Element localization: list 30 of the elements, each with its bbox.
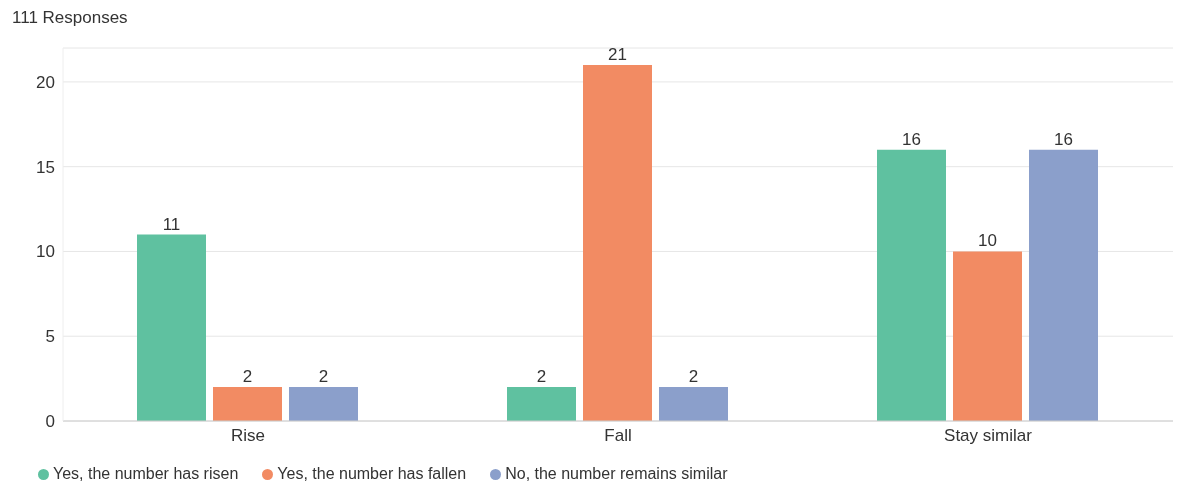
y-tick-label: 0 bbox=[45, 412, 55, 432]
chart-title: 111 Responses bbox=[12, 8, 129, 28]
bar bbox=[877, 149, 946, 421]
data-label: 2 bbox=[536, 367, 547, 387]
bar bbox=[507, 387, 576, 421]
bar bbox=[583, 64, 652, 421]
bar bbox=[1029, 149, 1098, 421]
data-label: 11 bbox=[162, 214, 181, 234]
x-tick-label: Fall bbox=[604, 426, 632, 446]
data-label: 10 bbox=[978, 231, 997, 251]
x-tick-label: Rise bbox=[230, 426, 266, 446]
legend-label: Yes, the number has fallen bbox=[277, 465, 467, 482]
data-label: 2 bbox=[242, 367, 253, 387]
data-label: 16 bbox=[1054, 129, 1073, 149]
bar bbox=[953, 251, 1022, 421]
bar bbox=[213, 387, 282, 421]
y-tick-label: 15 bbox=[36, 157, 55, 177]
bar bbox=[137, 234, 206, 421]
data-label: 2 bbox=[318, 367, 329, 387]
x-tick-label: Stay similar bbox=[944, 426, 1033, 446]
legend-label: No, the number remains similar bbox=[505, 465, 728, 482]
data-label: 21 bbox=[608, 44, 627, 64]
bar bbox=[659, 387, 728, 421]
y-tick-label: 20 bbox=[36, 72, 55, 92]
bar bbox=[289, 387, 358, 421]
legend-label: Yes, the number has risen bbox=[53, 465, 239, 482]
y-tick-label: 10 bbox=[36, 242, 55, 262]
data-label: 16 bbox=[902, 129, 921, 149]
y-tick-label: 5 bbox=[45, 327, 55, 347]
data-label: 2 bbox=[688, 367, 699, 387]
